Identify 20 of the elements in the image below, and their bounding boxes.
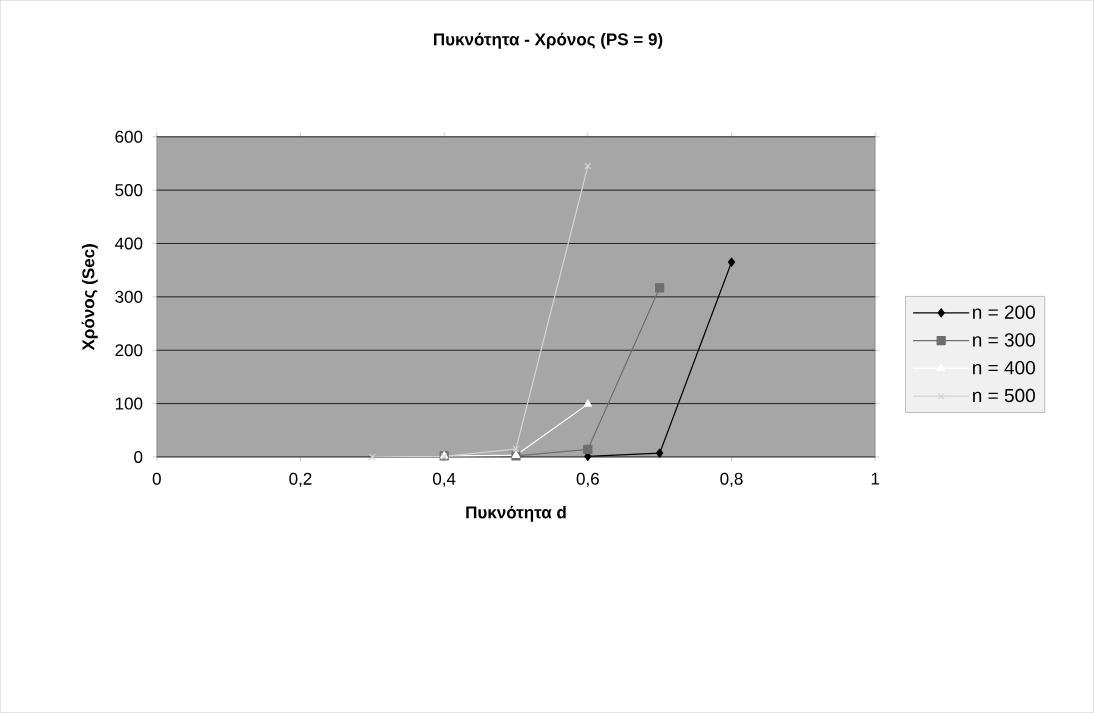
x-tick-label: 0 bbox=[152, 472, 161, 485]
legend-label: n = 500 bbox=[973, 388, 1035, 403]
y-tick-label: 500 bbox=[115, 184, 143, 197]
x-tick-label: 0,6 bbox=[576, 472, 599, 487]
x-tick-label: 0,4 bbox=[432, 472, 456, 487]
y-tick-label: 0 bbox=[134, 451, 143, 464]
y-tick-label: 200 bbox=[115, 344, 143, 357]
x-tick-label: 0,8 bbox=[720, 472, 743, 487]
legend-label: n = 200 bbox=[973, 305, 1035, 319]
x-tick-label: 0,2 bbox=[289, 472, 312, 487]
y-axis-title: Χρόνος (Sec) bbox=[81, 244, 98, 351]
legend-label: n = 300 bbox=[973, 333, 1035, 347]
x-axis-title: Πυκνότητα d bbox=[466, 505, 566, 522]
legend-label: n = 400 bbox=[973, 361, 1035, 375]
y-tick-label: 400 bbox=[115, 237, 143, 250]
y-tick-label: 300 bbox=[115, 290, 143, 303]
y-tick-label: 100 bbox=[115, 397, 143, 410]
y-tick-label: 600 bbox=[115, 130, 143, 143]
chart-title: Πυκνότητα - Χρόνος (PS = 9) bbox=[434, 32, 663, 49]
x-tick-label: 1 bbox=[871, 472, 880, 485]
